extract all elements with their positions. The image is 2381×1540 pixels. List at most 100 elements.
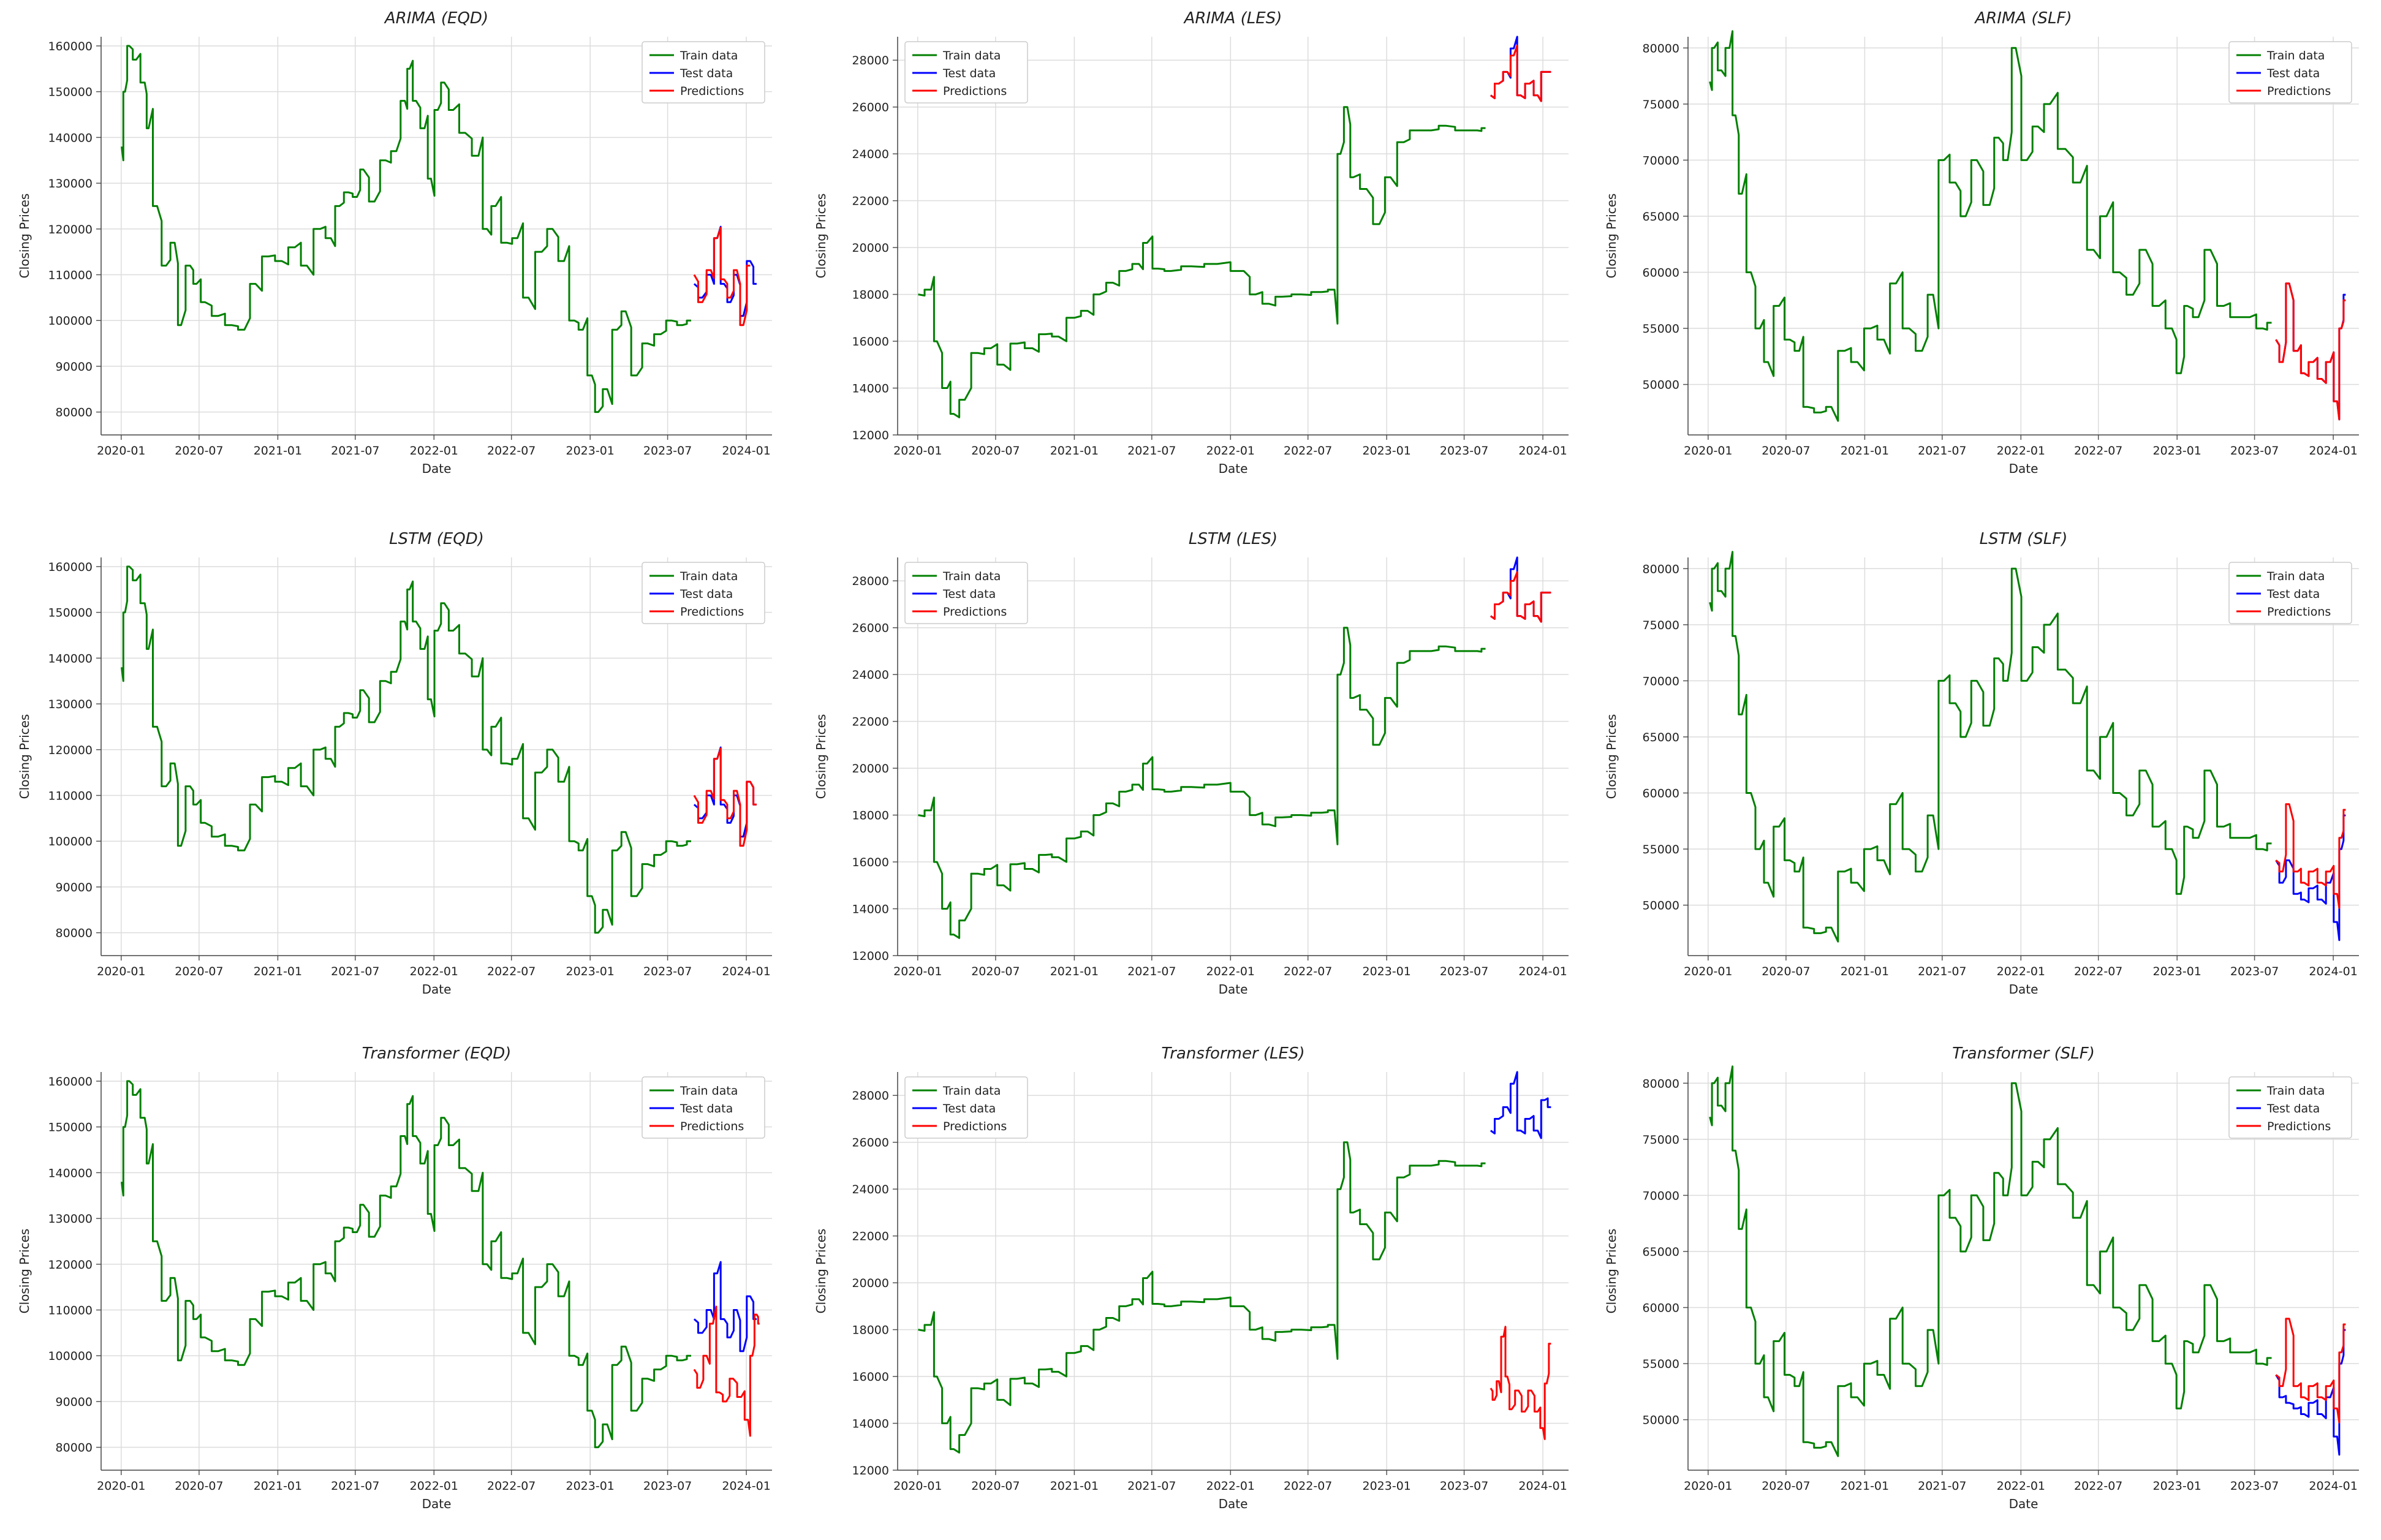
legend-label-test: Test data (679, 587, 733, 601)
y-tick-label: 55000 (1643, 843, 1679, 856)
y-tick-label: 110000 (48, 269, 93, 282)
series-line-train (1709, 1065, 2272, 1457)
chart-svg: Transformer (LES) 12000 14000 16000 18000 200… (814, 1044, 1569, 1511)
chart-title: ARIMA (EQD) (384, 9, 488, 28)
legend-label-train: Train data (679, 49, 738, 62)
x-tick-label: 2023-01 (566, 1479, 615, 1493)
y-tick-label: 16000 (852, 1370, 889, 1384)
legend-label-train: Train data (942, 1084, 1001, 1098)
chart-panel-lstm-eqd: LSTM (EQD) 80000 90000 100000 110000 120000 13… (0, 521, 790, 1023)
series-line-pred (1490, 571, 1551, 623)
y-tick-label: 20000 (852, 1277, 889, 1290)
legend-label-train: Train data (679, 1084, 738, 1098)
y-tick-label: 22000 (852, 195, 889, 208)
x-tick-label: 2021-07 (1127, 965, 1176, 978)
x-tick-label: 2020-01 (97, 1479, 145, 1493)
x-axis-label: Date (1219, 1497, 1248, 1511)
series-line-test (2275, 814, 2346, 942)
x-tick-label: 2020-07 (1762, 444, 1810, 458)
y-tick-label: 140000 (48, 1166, 93, 1180)
y-tick-label: 130000 (48, 698, 93, 711)
series-line-pred (693, 747, 757, 847)
legend: Train data Test data Predictions (2228, 562, 2352, 624)
x-tick-label: 2021-01 (1050, 965, 1099, 978)
y-tick-label: 50000 (1643, 1414, 1679, 1427)
x-tick-label: 2021-07 (331, 1479, 379, 1493)
legend-label-test: Test data (942, 587, 996, 601)
legend-box (904, 41, 1028, 104)
series-line-train (1709, 30, 2272, 422)
y-tick-label: 55000 (1643, 322, 1679, 336)
series-line-test (2275, 1329, 2346, 1456)
x-tick-label: 2021-01 (254, 965, 302, 978)
chart-panel-transformer-slf: Transformer (SLF) 50000 55000 60000 65000 700… (1587, 1035, 2377, 1538)
y-axis-label: Closing Prices (814, 714, 828, 799)
chart-panel-lstm-les: LSTM (LES) 12000 14000 16000 18000 20000 22000… (797, 521, 1587, 1023)
series-line-train (918, 627, 1486, 939)
x-axis-label: Date (2009, 982, 2038, 997)
y-tick-label: 80000 (56, 1441, 93, 1455)
x-tick-label: 2023-07 (2230, 1479, 2279, 1493)
series-line-test (1490, 1071, 1551, 1139)
legend-box (642, 41, 765, 104)
y-tick-label: 12000 (852, 949, 889, 963)
x-tick-label: 2020-01 (97, 965, 145, 978)
x-tick-label: 2024-01 (722, 444, 770, 458)
y-tick-label: 20000 (852, 762, 889, 776)
series-line-train (121, 565, 691, 934)
x-tick-label: 2022-01 (410, 965, 458, 978)
y-tick-label: 130000 (48, 1212, 93, 1226)
legend-label-pred: Predictions (943, 85, 1007, 98)
y-axis-label: Closing Prices (17, 1229, 32, 1314)
x-tick-label: 2022-07 (487, 1479, 536, 1493)
chart-title: Transformer (SLF) (1952, 1044, 2095, 1063)
series-line-pred (2275, 803, 2346, 909)
chart-panel-lstm-slf: LSTM (SLF) 50000 55000 60000 65000 70000 75000… (1587, 521, 2377, 1023)
x-tick-label: 2022-07 (2074, 965, 2122, 978)
series-line-test (693, 1261, 757, 1353)
series-line-pred (693, 227, 751, 326)
x-tick-label: 2020-07 (971, 444, 1020, 458)
chart-title: Transformer (EQD) (362, 1044, 512, 1063)
legend: Train data Test data Predictions (642, 1076, 765, 1139)
x-tick-label: 2023-01 (566, 965, 615, 978)
legend-label-pred: Predictions (2267, 605, 2331, 619)
y-tick-label: 12000 (852, 429, 889, 442)
legend-box (904, 1076, 1028, 1139)
y-tick-label: 110000 (48, 790, 93, 803)
x-tick-label: 2020-07 (175, 444, 223, 458)
x-tick-label: 2020-07 (175, 1479, 223, 1493)
chart-panel-arima-slf: ARIMA (SLF) 50000 55000 60000 65000 70000 7500… (1587, 0, 2377, 502)
chart-title: ARIMA (LES) (1183, 9, 1282, 28)
x-tick-label: 2021-07 (1918, 444, 1966, 458)
y-axis-label: Closing Prices (814, 1229, 828, 1314)
x-tick-label: 2024-01 (722, 1479, 770, 1493)
series-line-train (918, 106, 1486, 418)
legend-label-pred: Predictions (943, 605, 1007, 619)
y-tick-label: 80000 (1643, 1077, 1679, 1090)
y-tick-label: 28000 (852, 1089, 889, 1103)
legend-label-test: Test data (2266, 587, 2320, 601)
y-tick-label: 140000 (48, 652, 93, 665)
y-tick-label: 22000 (852, 1230, 889, 1244)
legend-label-test: Test data (679, 67, 733, 80)
y-tick-label: 90000 (56, 1395, 93, 1409)
x-tick-label: 2022-07 (1284, 965, 1332, 978)
y-tick-label: 80000 (1643, 42, 1679, 55)
legend: Train data Test data Predictions (2228, 41, 2352, 104)
y-tick-label: 80000 (1643, 562, 1679, 576)
y-tick-label: 60000 (1643, 266, 1679, 280)
x-tick-label: 2021-01 (1050, 444, 1099, 458)
y-tick-label: 60000 (1643, 1302, 1679, 1315)
x-tick-label: 2023-01 (2153, 444, 2201, 458)
y-tick-label: 22000 (852, 715, 889, 729)
x-tick-label: 2024-01 (1518, 965, 1567, 978)
x-tick-label: 2022-07 (2074, 444, 2122, 458)
x-tick-label: 2021-01 (1050, 1479, 1099, 1493)
x-tick-label: 2024-01 (1518, 444, 1567, 458)
x-tick-label: 2023-07 (2230, 965, 2279, 978)
legend-label-train: Train data (2266, 49, 2325, 62)
y-tick-label: 75000 (1643, 98, 1679, 111)
y-tick-label: 110000 (48, 1304, 93, 1318)
